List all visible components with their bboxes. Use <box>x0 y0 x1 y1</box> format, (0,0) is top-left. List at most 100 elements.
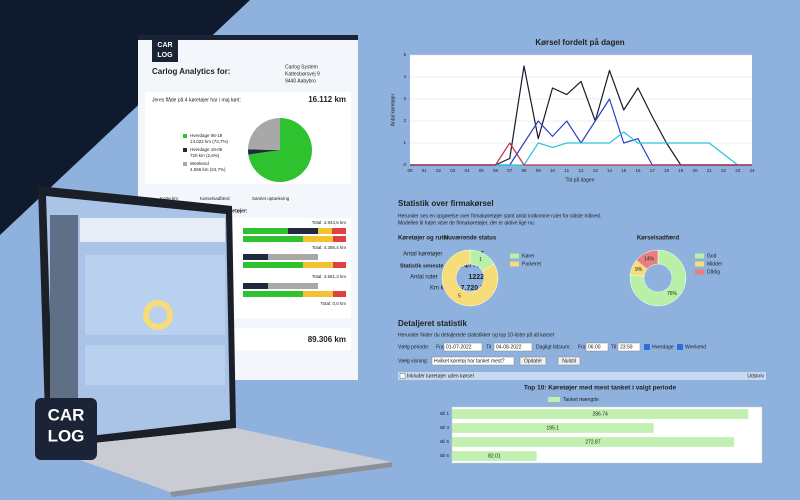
reset-button[interactable] <box>557 356 581 366</box>
seg <box>243 228 288 234</box>
seg <box>243 262 303 268</box>
fleet-total: 16.112 km <box>308 95 346 104</box>
filter-label: Til <box>486 344 491 350</box>
logo-text: CAR <box>157 42 172 49</box>
date-input[interactable] <box>493 342 533 352</box>
checkbox[interactable] <box>644 344 650 350</box>
x-tick-label: 12 <box>578 168 584 173</box>
input-text: 23:59 <box>620 344 633 350</box>
vehicle-total: Total: 4.944,6 km <box>312 220 347 225</box>
legend-swatch <box>695 253 704 259</box>
vehicle-total: Total: 4.561,3 km <box>312 274 347 279</box>
note: Samlet optankning <box>252 196 290 201</box>
y-tick-label: Bil 5 <box>440 439 449 444</box>
seg <box>332 228 346 234</box>
x-tick-label: 19 <box>678 168 684 173</box>
pie-legend: Hverdage 06-18 <box>190 133 223 138</box>
series-line <box>410 142 752 166</box>
select-text: Hvilket køretøj har tanket mest? <box>434 358 505 364</box>
bar-value: 286.74 <box>593 411 609 417</box>
legend-label: Kører <box>522 253 535 259</box>
note: Korte km <box>160 196 178 201</box>
fleet-text: Jeres flåde på 4 køretøjer har i maj kør… <box>152 96 241 103</box>
bar <box>452 451 537 461</box>
x-tick-label: 15 <box>621 168 627 173</box>
note: Kørselsadfærd <box>200 196 230 201</box>
legend-swatch <box>183 148 187 152</box>
report-bar <box>138 35 358 40</box>
detail-desc: Herunder finder du detaljerede statistik… <box>398 331 554 338</box>
y-label: Antal køretøjer <box>390 93 396 126</box>
x-tick-label: 21 <box>707 168 713 173</box>
update-button[interactable] <box>519 356 547 366</box>
pie-slice <box>248 149 280 155</box>
pie-legend: 720 km (2,6%) <box>190 153 220 158</box>
report-logo <box>152 38 178 62</box>
seg <box>243 283 268 289</box>
vehicle-total: Total: 4.385,4 km <box>312 245 347 250</box>
legend-label: Middel <box>707 261 722 267</box>
filter-label: Fra <box>578 344 586 350</box>
checkbox-label: Inkludér køretøjer uden kørsel <box>407 373 474 379</box>
filter-label: Dagligt tidsrum: <box>536 344 571 350</box>
x-tick-label: 14 <box>607 168 613 173</box>
logo-text: LOG <box>157 52 173 59</box>
screen-sidebar <box>50 215 78 420</box>
seg <box>268 254 318 260</box>
input-text: 06:00 <box>588 344 601 350</box>
print-link[interactable]: Udskriv <box>747 373 764 379</box>
bar <box>452 409 749 419</box>
x-tick-label: 07 <box>507 168 513 173</box>
legend-swatch <box>510 253 519 259</box>
screen-toolbar <box>80 218 225 242</box>
seg <box>333 236 346 242</box>
section: Kørselsadfærd <box>637 236 680 242</box>
bar <box>452 437 734 447</box>
x-tick-label: 06 <box>493 168 499 173</box>
grand-total: 89.306 km <box>308 335 346 344</box>
laptop-edge <box>170 462 392 497</box>
time-input[interactable] <box>585 342 609 352</box>
input-text: 01-07-2022 <box>446 344 472 350</box>
period-label: Statistik seneste måned 4/7 - 3/8 <box>400 262 484 269</box>
segment-label: 76% <box>667 291 678 297</box>
seg <box>243 254 268 260</box>
seg <box>303 262 333 268</box>
legend-swatch <box>183 134 187 138</box>
x-tick-label: 23 <box>735 168 741 173</box>
x-tick-label: 05 <box>479 168 485 173</box>
y-tick-label: Bil 6 <box>440 453 449 458</box>
x-tick-label: 13 <box>593 168 599 173</box>
legend-swatch <box>695 261 704 267</box>
segment-label: 1 <box>479 257 482 263</box>
pie-legend: Weekend <box>190 161 209 166</box>
screen-panel <box>85 255 225 335</box>
bar-value: 272.87 <box>585 439 601 445</box>
x-tick-label: 03 <box>450 168 456 173</box>
section: Køretøjer og ruter <box>398 236 450 242</box>
legend-label: God <box>707 253 717 259</box>
button-text: Nulstil <box>562 358 576 364</box>
x-label: Tid på dagen <box>565 176 594 183</box>
x-tick-label: 00 <box>407 168 413 173</box>
input-text: 04-08-2022 <box>496 344 522 350</box>
x-tick-label: 08 <box>521 168 527 173</box>
seg <box>288 228 318 234</box>
x-tick-label: 10 <box>550 168 556 173</box>
checkbox[interactable] <box>399 373 406 379</box>
company: 9440 Aabybro <box>285 78 316 84</box>
button-text: Opdatér <box>524 358 542 364</box>
date-input[interactable] <box>443 342 483 352</box>
logo-badge <box>35 398 97 460</box>
legend-label: Parkeret <box>522 261 542 267</box>
plot-area <box>410 55 752 165</box>
stat-label: Km kørt <box>430 286 451 292</box>
vehicle-total: Total: 0,0 km <box>320 301 346 306</box>
checkbox[interactable] <box>677 344 683 350</box>
section: Nuværende status <box>444 236 497 242</box>
view-select[interactable] <box>431 356 515 366</box>
stat-value: 1222 <box>468 274 484 281</box>
time-input[interactable] <box>617 342 641 352</box>
company: Kattesbørsvej 9 <box>285 71 320 77</box>
